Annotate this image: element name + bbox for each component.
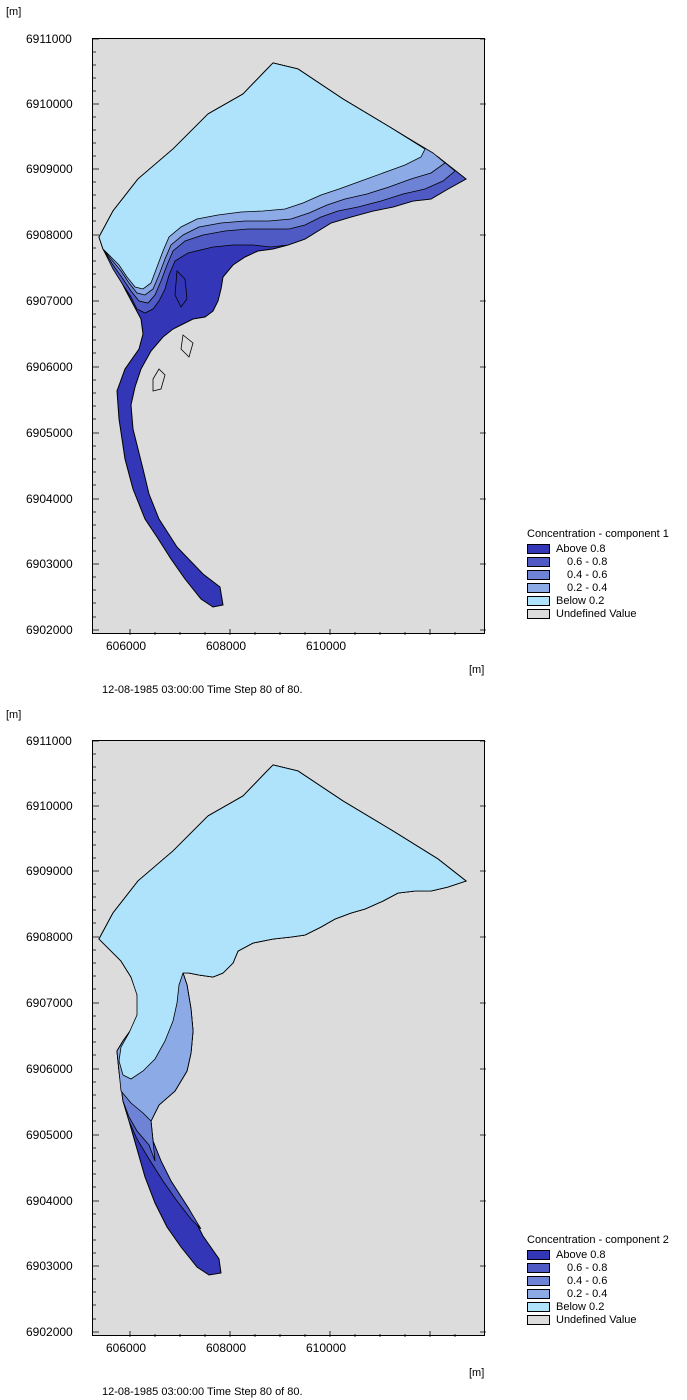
map-plot-area[interactable] [92, 740, 486, 1337]
y-tick-label: 6908000 [26, 228, 73, 242]
y-tick-label: 6905000 [26, 1128, 73, 1142]
y-tick-label: 6911000 [26, 734, 72, 748]
legend-swatch [527, 1249, 550, 1260]
y-tick-label: 6905000 [26, 426, 73, 440]
y-tick-label: 6904000 [26, 492, 73, 506]
legend-swatch [527, 1301, 550, 1312]
x-tick-label: 606000 [106, 639, 147, 653]
y-tick-label: 6909000 [26, 864, 73, 878]
legend-title: Concentration - component 1 [527, 528, 669, 540]
x-axis-unit: [m] [469, 664, 485, 676]
x-tick-label: 610000 [306, 639, 347, 653]
y-tick-label: 6909000 [26, 162, 73, 176]
legend: Concentration - component 2 Above 0.8 0.… [527, 1234, 669, 1326]
x-tick-label: 608000 [206, 1341, 247, 1355]
legend-swatch [527, 582, 550, 593]
time-step-status: 12-08-1985 03:00:00 Time Step 80 of 80. [102, 1386, 303, 1398]
time-step-status: 12-08-1985 03:00:00 Time Step 80 of 80. [102, 684, 303, 696]
legend-item: 0.6 - 0.8 [527, 555, 669, 568]
legend-item: 0.2 - 0.4 [527, 1287, 669, 1300]
legend-item: 0.4 - 0.6 [527, 1274, 669, 1287]
legend-title: Concentration - component 2 [527, 1234, 669, 1246]
legend-swatch [527, 1314, 550, 1325]
concentration-map [93, 39, 486, 635]
legend-swatch [527, 569, 550, 580]
x-tick-label: 608000 [206, 639, 247, 653]
y-axis-unit: [m] [6, 709, 22, 721]
x-tick-label: 610000 [306, 1341, 347, 1355]
map-panel-component-1: [m] 6911000 6910000 6909000 6908000 6907… [6, 6, 669, 696]
y-tick-label: 6902000 [26, 623, 73, 637]
y-tick-label: 6908000 [26, 930, 73, 944]
map-panel-component-2: [m] 6911000 6910000 6909000 6908000 6907… [0, 700, 687, 1400]
legend-item: Below 0.2 [527, 594, 669, 607]
y-tick-label: 6904000 [26, 1194, 73, 1208]
map-plot-area[interactable] [92, 38, 486, 635]
legend-item: Undefined Value [527, 607, 669, 620]
y-tick-label: 6903000 [26, 1259, 73, 1273]
y-tick-label: 6902000 [26, 1325, 73, 1339]
y-tick-label: 6910000 [26, 799, 73, 813]
y-tick-label: 6907000 [26, 996, 73, 1010]
y-tick-label: 6910000 [26, 97, 73, 111]
legend-swatch [527, 608, 550, 619]
legend-swatch [527, 543, 550, 554]
y-tick-label: 6903000 [26, 557, 73, 571]
legend-item: Below 0.2 [527, 1300, 669, 1313]
y-axis-unit: [m] [6, 6, 22, 18]
legend: Concentration - component 1 Above 0.8 0.… [527, 528, 669, 620]
x-axis-unit: [m] [469, 1367, 485, 1379]
legend-item: 0.2 - 0.4 [527, 581, 669, 594]
concentration-map [93, 741, 486, 1337]
x-tick-label: 606000 [106, 1341, 147, 1355]
y-tick-label: 6906000 [26, 1062, 73, 1076]
legend-item: 0.4 - 0.6 [527, 568, 669, 581]
legend-item: 0.6 - 0.8 [527, 1261, 669, 1274]
legend-swatch [527, 1288, 550, 1299]
y-tick-label: 6907000 [26, 294, 73, 308]
legend-item: Undefined Value [527, 1313, 669, 1326]
legend-swatch [527, 595, 550, 606]
legend-item: Above 0.8 [527, 1248, 669, 1261]
legend-item: Above 0.8 [527, 542, 669, 555]
legend-swatch [527, 1275, 550, 1286]
y-tick-label: 6906000 [26, 360, 73, 374]
legend-swatch [527, 1262, 550, 1273]
y-tick-label: 6911000 [26, 32, 72, 46]
legend-swatch [527, 556, 550, 567]
